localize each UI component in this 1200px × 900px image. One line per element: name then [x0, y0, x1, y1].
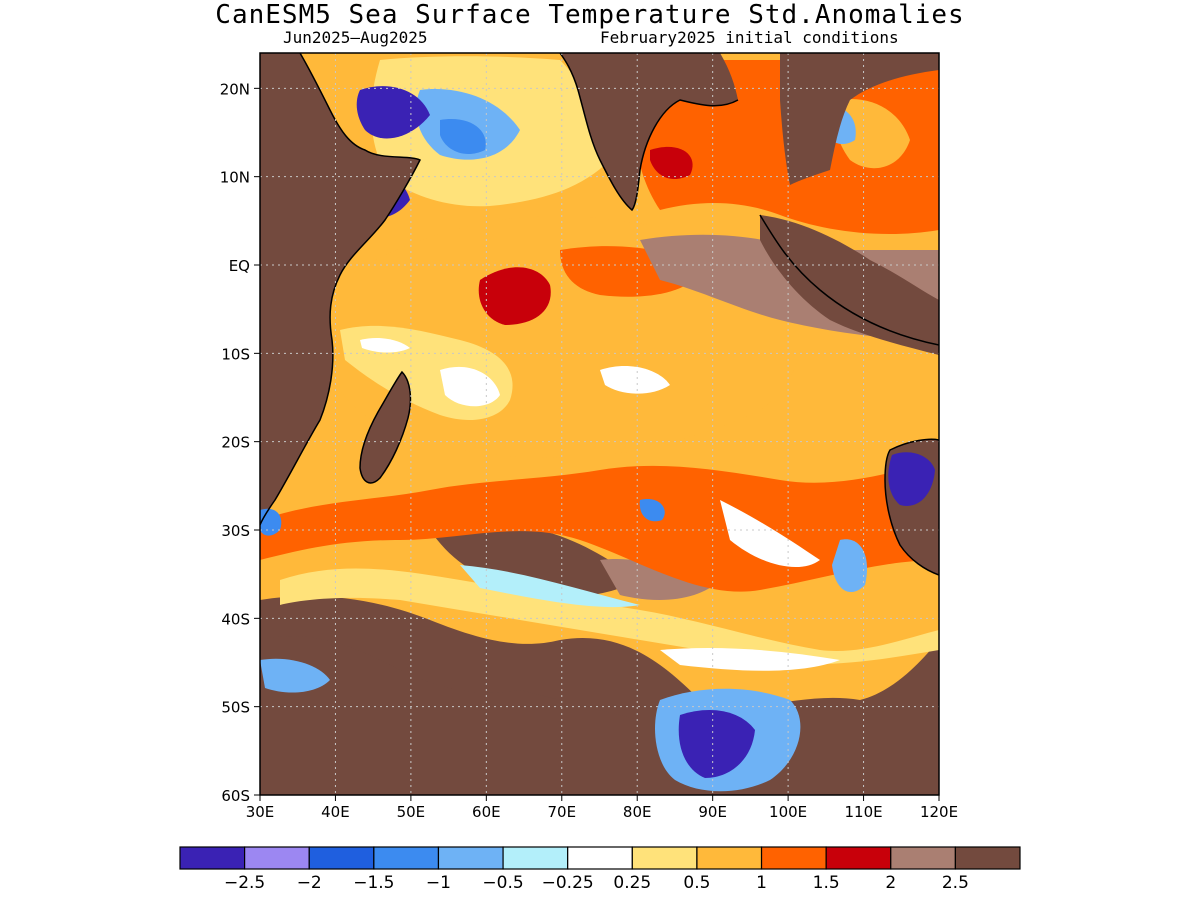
lon-tick-label: 50E: [397, 803, 426, 821]
africa-landmass: [260, 53, 420, 525]
lat-tick-label: 10N: [220, 169, 250, 187]
india-landmass: [560, 53, 738, 210]
lat-tick-label: EQ: [229, 257, 250, 275]
southeast-asia-landmass: [780, 53, 939, 185]
colorbar-label: 1.5: [813, 873, 840, 893]
axis-ticks: 30E 40E 50E 60E 70E 80E 90E 100E 110E 120E 20N 10N E…: [220, 80, 958, 821]
colorbar-swatch: [954, 846, 1021, 870]
colorbar-swatch: [244, 846, 310, 870]
gridlines: [260, 53, 939, 795]
lon-tick-label: 110E: [845, 803, 883, 821]
colorbar-swatch: [373, 846, 440, 870]
colorbar-swatch: [696, 846, 763, 870]
lat-tick-label: 10S: [221, 345, 250, 363]
colorbar-swatch: [437, 846, 504, 870]
colorbar-label: −1: [426, 873, 451, 893]
colorbar-label: −1.5: [353, 873, 394, 893]
madagascar-landmass: [360, 372, 411, 483]
colorbar-swatch: [567, 846, 633, 870]
colorbar-swatch: [631, 846, 698, 870]
initial-conditions: February2025 initial conditions: [600, 28, 899, 47]
colorbar-label: 2: [885, 873, 896, 893]
colorbar-label: 0.5: [683, 873, 710, 893]
colorbar-label: 0.25: [613, 873, 651, 893]
anomaly-field: [260, 53, 939, 795]
lat-tick-label: 60S: [221, 787, 250, 805]
lon-tick-label: 120E: [920, 803, 958, 821]
colorbar: −2.5 −2 −1.5 −1 −0.5 −0.25 0.25 0.5 1 1.5 2 2.5: [179, 846, 1021, 893]
lon-tick-label: 30E: [246, 803, 275, 821]
lat-tick-label: 20S: [221, 434, 250, 452]
lat-tick-label: 50S: [221, 699, 250, 717]
lon-tick-label: 90E: [698, 803, 727, 821]
colorbar-swatch: [308, 846, 375, 870]
lat-tick-label: 40S: [221, 610, 250, 628]
lat-tick-label: 30S: [221, 522, 250, 540]
colorbar-label: 1: [756, 873, 767, 893]
lon-tick-label: 60E: [472, 803, 501, 821]
chart-title: CanESM5 Sea Surface Temperature Std.Anom…: [215, 0, 965, 30]
colorbar-swatch: [502, 846, 569, 870]
lon-tick-label: 70E: [547, 803, 576, 821]
lon-tick-label: 40E: [321, 803, 350, 821]
colorbar-label: −0.25: [542, 873, 594, 893]
colorbar-swatch: [825, 846, 892, 870]
lon-tick-label: 100E: [769, 803, 807, 821]
colorbar-label: −0.5: [482, 873, 523, 893]
colorbar-swatch: [179, 846, 246, 870]
colorbar-label: −2: [297, 873, 322, 893]
lon-tick-label: 80E: [623, 803, 652, 821]
map-frame: [259, 52, 940, 796]
forecast-period: Jun2025–Aug2025: [283, 28, 428, 47]
lat-tick-label: 20N: [220, 80, 250, 98]
colorbar-swatch: [760, 846, 827, 870]
colorbar-swatch: [890, 846, 956, 870]
colorbar-label: 2.5: [942, 873, 969, 893]
colorbar-label: −2.5: [224, 873, 265, 893]
